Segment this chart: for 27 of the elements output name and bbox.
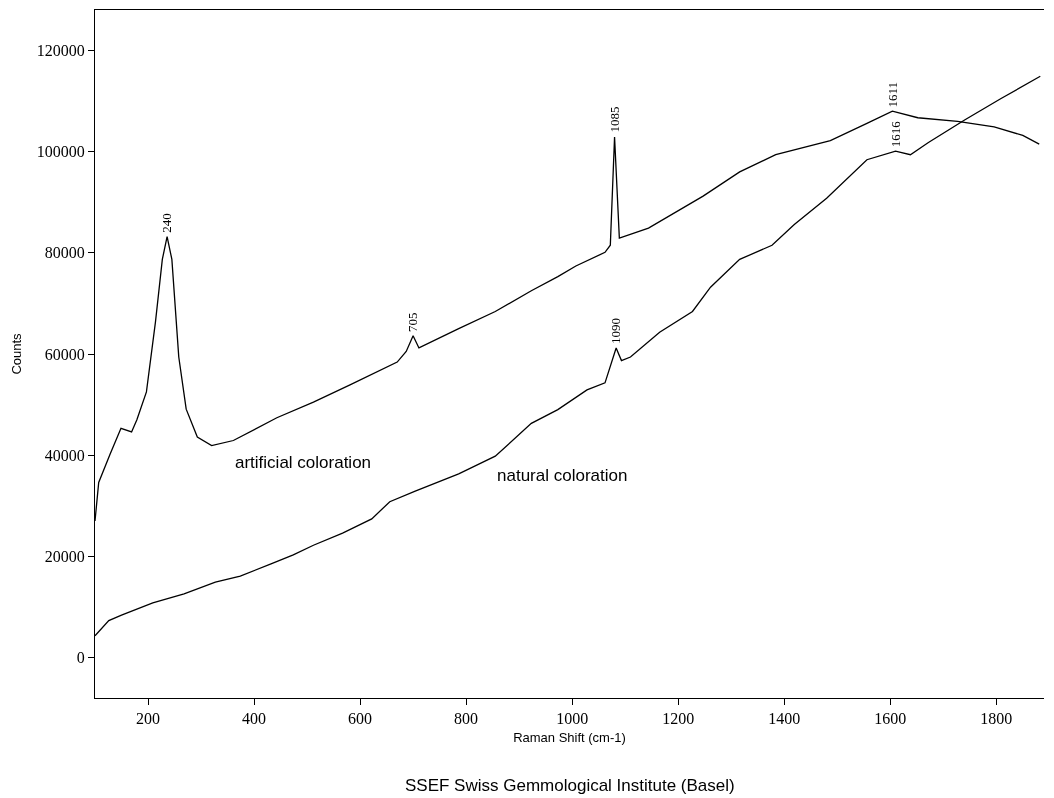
annotation: 1085 [606, 106, 622, 133]
y-axis-title: Counts [8, 332, 24, 375]
y-tick-label: 80000 [44, 244, 85, 262]
text: SSEF Swiss Gemmological Institute (Basel) [405, 776, 735, 795]
x-tick-label: 1200 [662, 710, 695, 728]
series-label: natural coloration [497, 466, 628, 485]
x-tick-label: 1600 [874, 710, 907, 728]
annotation: 240 [159, 213, 175, 233]
annotation: 1616 [887, 120, 903, 148]
y-tick-label: 20000 [44, 547, 85, 565]
y-tick-label: 120000 [36, 42, 85, 60]
x-tick-label: 200 [136, 710, 161, 728]
x-tick-label: 1800 [980, 710, 1013, 728]
annotation: 705 [405, 312, 421, 332]
annotation: 1611 [885, 82, 901, 108]
y-tick-label: 0 [76, 649, 85, 667]
series-label: artificial coloration [235, 453, 372, 472]
y-tick-label: 40000 [44, 446, 85, 464]
x-tick-label: 400 [242, 710, 267, 728]
x-tick-label: 1000 [556, 710, 589, 728]
y-tick-label: 60000 [44, 345, 85, 363]
x-tick-label: 600 [348, 710, 373, 728]
x-tick-label: 800 [454, 710, 479, 728]
annotation: 1090 [608, 318, 624, 345]
x-tick-label: 1400 [768, 710, 801, 728]
y-tick-label: 100000 [36, 143, 85, 161]
x-axis-title: Raman Shift (cm-1) [513, 729, 626, 745]
